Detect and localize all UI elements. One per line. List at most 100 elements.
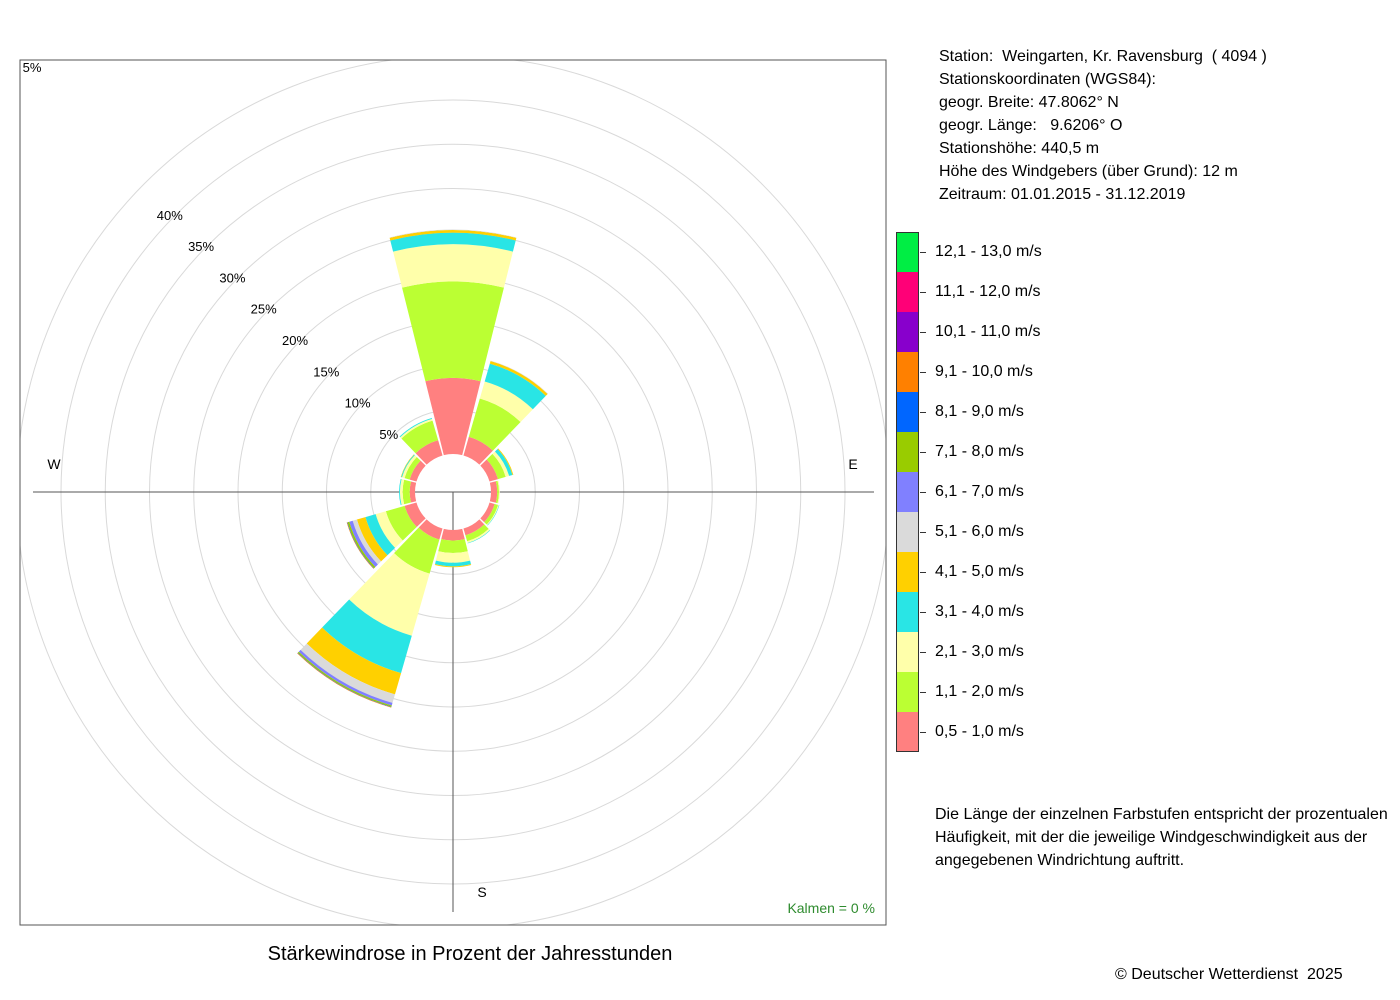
- copyright: © Deutscher Wetterdienst 2025: [1115, 966, 1343, 983]
- ring-label-2: 10%: [345, 396, 371, 411]
- ring-label-9: 5%: [23, 60, 42, 75]
- legend-tick: [920, 252, 926, 253]
- legend-tick: [920, 292, 926, 293]
- legend-label: 11,1 - 12,0 m/s: [935, 283, 1041, 300]
- legend-swatch: [896, 472, 919, 512]
- legend-tick: [920, 732, 926, 733]
- petal-150-class-3: [467, 528, 490, 543]
- direction-label-east: E: [848, 456, 857, 472]
- petal-30-class-4: [484, 363, 546, 410]
- legend-swatch: [896, 232, 919, 272]
- petal-180-class-2: [438, 539, 468, 554]
- legend-item: 11,1 - 12,0 m/s: [896, 272, 1096, 312]
- petal-240-class-1: [404, 502, 426, 527]
- legend-label: 8,1 - 9,0 m/s: [935, 403, 1024, 420]
- legend-item: 10,1 - 11,0 m/s: [896, 312, 1096, 352]
- legend-tick: [920, 612, 926, 613]
- legend-tick: [920, 412, 926, 413]
- petal-300-class-2: [404, 457, 421, 480]
- longitude: geogr. Länge: 9.6206° O: [939, 117, 1123, 134]
- legend-label: 3,1 - 4,0 m/s: [935, 603, 1024, 620]
- legend-swatch: [896, 352, 919, 392]
- petal-150-class-1: [463, 519, 485, 536]
- legend-tick: [920, 492, 926, 493]
- latitude: geogr. Breite: 47.8062° N: [939, 94, 1119, 111]
- legend-tick: [920, 652, 926, 653]
- petal-0-class-6: [389, 229, 517, 238]
- legend-item: 3,1 - 4,0 m/s: [896, 592, 1096, 632]
- legend-item: 5,1 - 6,0 m/s: [896, 512, 1096, 552]
- legend-item: 4,1 - 5,0 m/s: [896, 552, 1096, 592]
- ring-label-6: 30%: [219, 270, 245, 285]
- ring-label-5: 25%: [251, 302, 277, 317]
- legend-label: 2,1 - 3,0 m/s: [935, 643, 1024, 660]
- legend-item: 12,1 - 13,0 m/s: [896, 232, 1096, 272]
- petal-300-class-4: [401, 454, 415, 478]
- ring-label-7: 35%: [188, 239, 214, 254]
- petal-30-class-2: [468, 398, 521, 451]
- petal-180-class-5: [434, 564, 472, 568]
- petal-240-class-2: [385, 505, 417, 541]
- legend-swatch: [896, 432, 919, 472]
- legend-tick: [920, 692, 926, 693]
- legend-label: 6,1 - 7,0 m/s: [935, 483, 1024, 500]
- petal-30-class-3: [479, 381, 533, 423]
- petal-120-class-3: [486, 504, 499, 526]
- time-period: Zeitraum: 01.01.2015 - 31.12.2019: [939, 186, 1186, 203]
- legend-item: 1,1 - 2,0 m/s: [896, 672, 1096, 712]
- petal-330-class-1: [415, 440, 443, 465]
- petal-210-class-3: [349, 553, 430, 636]
- petal-300-class-3: [402, 455, 417, 479]
- legend-item: 0,5 - 1,0 m/s: [896, 712, 1096, 752]
- legend-label: 4,1 - 5,0 m/s: [935, 563, 1024, 580]
- petal-60-class-3: [492, 451, 510, 477]
- coordinates-title: Stationskoordinaten (WGS84):: [939, 71, 1156, 88]
- petal-330-class-2: [401, 420, 439, 454]
- petal-90-class-3: [497, 480, 500, 504]
- petal-90-class-2: [495, 480, 499, 504]
- petal-0-class-5: [389, 230, 517, 241]
- legend-label: 5,1 - 6,0 m/s: [935, 523, 1024, 540]
- petal-30-class-5: [489, 361, 548, 396]
- petal-270-class-4: [399, 478, 402, 506]
- calms-label: Kalmen = 0 %: [787, 900, 875, 916]
- petal-60-class-2: [486, 453, 506, 480]
- legend-swatch: [896, 312, 919, 352]
- wind-rose-chart: 5% 10% 15% 20% 25% 30% 35% 40% 5% W E S Kalmen =…: [19, 59, 887, 926]
- petal-240-class-3: [375, 511, 403, 548]
- petal-30-class-1: [463, 436, 493, 465]
- legend-label: 10,1 - 11,0 m/s: [935, 323, 1041, 340]
- station-elevation: Stationshöhe: 440,5 m: [939, 140, 1100, 157]
- petal-270-class-3: [399, 479, 405, 505]
- ring-label-1: 5%: [379, 427, 398, 442]
- legend-tick: [920, 452, 926, 453]
- petal-210-class-2: [394, 527, 440, 574]
- petal-240-class-5: [356, 517, 388, 562]
- legend-swatch: [896, 712, 919, 752]
- legend-label: 0,5 - 1,0 m/s: [935, 723, 1024, 740]
- legend-item: 9,1 - 10,0 m/s: [896, 352, 1096, 392]
- plot-frame: [19, 59, 887, 926]
- station-name: Station: Weingarten, Kr. Ravensburg ( 40…: [939, 48, 1267, 65]
- legend-tick: [920, 332, 926, 333]
- petal-210-class-1: [418, 519, 443, 540]
- direction-label-west: W: [47, 456, 61, 472]
- chart-caption: Stärkewindrose in Prozent der Jahresstun…: [267, 943, 673, 965]
- legend-label: 9,1 - 10,0 m/s: [935, 363, 1033, 380]
- legend-item: 8,1 - 9,0 m/s: [896, 392, 1096, 432]
- petal-60-class-1: [480, 459, 499, 482]
- legend-label: 12,1 - 13,0 m/s: [935, 243, 1042, 260]
- petal-270-class-1: [409, 481, 417, 503]
- legend-tick: [920, 372, 926, 373]
- ring-labels-layer: 5% 10% 15% 20% 25% 30% 35% 40% 5%: [23, 60, 399, 442]
- petal-240-class-4: [365, 514, 396, 556]
- petal-210-class-4: [322, 599, 412, 674]
- legend-swatch: [896, 272, 919, 312]
- petal-210-class-5: [306, 627, 402, 695]
- petal-180-class-1: [441, 528, 465, 541]
- petal-180-class-3: [435, 551, 471, 563]
- station-info: Station: Weingarten, Kr. Ravensburg ( 40…: [939, 45, 1267, 206]
- petal-60-class-5: [497, 448, 514, 475]
- petal-240-class-6: [352, 519, 382, 565]
- legend-label: 7,1 - 8,0 m/s: [935, 443, 1024, 460]
